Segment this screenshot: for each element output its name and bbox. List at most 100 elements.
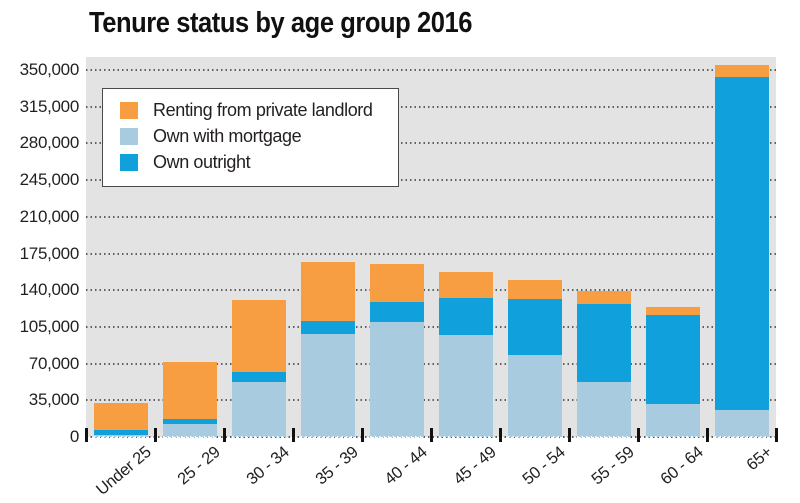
gridline <box>86 179 776 182</box>
bar-segment-outright[interactable] <box>576 304 631 382</box>
chart-title: Tenure status by age group 2016 <box>89 7 472 39</box>
bar-65+[interactable] <box>714 65 769 438</box>
legend-label: Own outright <box>153 151 251 172</box>
legend: Renting from private landlord Own with m… <box>102 88 399 187</box>
bar-segment-mortgage[interactable] <box>576 382 631 437</box>
bar-segment-renting[interactable] <box>93 403 148 430</box>
x-axis-tick-mark <box>567 428 571 442</box>
bar-baseline-dots <box>300 436 355 438</box>
x-axis-tick-mark <box>222 428 226 442</box>
bar-segment-renting[interactable] <box>231 300 286 372</box>
x-axis-tick-mark <box>774 428 778 442</box>
x-axis-tick-label: 45 - 49 <box>449 443 500 489</box>
bar-segment-mortgage[interactable] <box>645 404 700 437</box>
bar-segment-outright[interactable] <box>93 430 148 435</box>
legend-item-renting: Renting from private landlord <box>120 99 373 120</box>
gridline <box>86 252 776 255</box>
y-axis-tick-label: 350,000 <box>19 60 80 79</box>
y-axis-tick-label: 105,000 <box>19 316 80 336</box>
bar-baseline-dots <box>369 436 424 438</box>
bar-segment-outright[interactable] <box>162 419 217 424</box>
bar-segment-renting[interactable] <box>300 262 355 321</box>
y-axis-tick-label: 315,000 <box>19 96 80 116</box>
bar-segment-mortgage[interactable] <box>438 335 493 437</box>
y-axis-tick-label: 0 <box>69 427 79 446</box>
x-axis-tick-mark <box>705 428 709 442</box>
x-axis-tick-label: 25 - 29 <box>173 443 224 489</box>
gridline <box>86 399 776 402</box>
gridline <box>86 215 776 218</box>
gridline <box>86 69 776 71</box>
y-axis-tick-label: 35,000 <box>28 390 80 410</box>
legend-item-mortgage: Own with mortgage <box>120 125 302 146</box>
x-axis-tick-label: 50 - 54 <box>518 443 569 489</box>
bar-segment-outright[interactable] <box>645 315 700 404</box>
renting-swatch-icon <box>120 101 138 119</box>
y-axis-tick-label: 280,000 <box>19 133 80 153</box>
bar-segment-outright[interactable] <box>438 298 493 335</box>
bar-55-59[interactable] <box>576 291 631 438</box>
x-axis-tick-mark <box>291 428 295 442</box>
gridline <box>86 325 776 328</box>
bar-40-44[interactable] <box>369 264 424 438</box>
bar-baseline-dots <box>93 436 148 438</box>
gridline <box>86 142 776 145</box>
bar-25-29[interactable] <box>162 362 217 438</box>
bar-segment-mortgage[interactable] <box>300 334 355 437</box>
bar-60-64[interactable] <box>645 307 700 438</box>
bar-segment-outright[interactable] <box>714 77 769 410</box>
bar-segment-mortgage[interactable] <box>231 382 286 437</box>
bar-35-39[interactable] <box>300 262 355 438</box>
bar-30-34[interactable] <box>231 300 286 438</box>
legend-label: Own with mortgage <box>153 125 302 146</box>
bar-baseline-dots <box>162 436 217 438</box>
y-axis-tick-label: 175,000 <box>19 243 80 263</box>
bar-segment-outright[interactable] <box>369 302 424 322</box>
bar-segment-renting[interactable] <box>438 272 493 298</box>
x-axis-tick-label: 60 - 64 <box>656 443 707 489</box>
bar-segment-renting[interactable] <box>714 65 769 77</box>
x-axis-tick-mark <box>636 428 640 442</box>
bar-baseline-dots <box>714 436 769 438</box>
x-axis-tick-mark <box>84 428 88 442</box>
bar-segment-mortgage[interactable] <box>369 322 424 437</box>
y-axis-tick-label: 70,000 <box>28 353 80 373</box>
x-axis-tick-label: Under 25 <box>92 443 155 499</box>
bar-50-54[interactable] <box>507 280 562 438</box>
y-axis-tick-label: 210,000 <box>19 206 80 226</box>
x-axis-tick-mark <box>429 428 433 442</box>
bar-segment-renting[interactable] <box>576 291 631 304</box>
bar-under25[interactable] <box>93 403 148 438</box>
x-axis-tick-label: 40 - 44 <box>380 443 431 489</box>
bar-baseline-dots <box>231 436 286 438</box>
y-axis-tick-label: 245,000 <box>19 170 80 190</box>
bar-baseline-dots <box>438 436 493 438</box>
bar-segment-mortgage[interactable] <box>714 410 769 437</box>
legend-item-outright: Own outright <box>120 151 251 172</box>
x-axis-tick-mark <box>153 428 157 442</box>
bar-segment-renting[interactable] <box>162 362 217 419</box>
gridline <box>86 289 776 292</box>
bar-segment-renting[interactable] <box>507 280 562 299</box>
x-axis-tick-label: 55 - 59 <box>587 443 638 489</box>
plot-area <box>84 57 778 442</box>
bar-segment-outright[interactable] <box>300 321 355 334</box>
bar-segment-outright[interactable] <box>231 372 286 382</box>
bar-segment-renting[interactable] <box>369 264 424 302</box>
x-axis-tick-mark <box>360 428 364 442</box>
gridline <box>86 105 776 108</box>
bar-segment-renting[interactable] <box>645 307 700 315</box>
bar-segment-outright[interactable] <box>507 299 562 355</box>
outright-swatch-icon <box>120 153 138 171</box>
bar-segment-mortgage[interactable] <box>507 355 562 437</box>
gridline <box>86 362 776 365</box>
bar-45-49[interactable] <box>438 272 493 438</box>
y-axis-tick-label: 140,000 <box>19 280 80 300</box>
bar-baseline-dots <box>507 436 562 438</box>
legend-label: Renting from private landlord <box>153 99 373 120</box>
x-axis-tick-label: 65+ <box>742 443 776 475</box>
bar-segment-mortgage[interactable] <box>162 424 217 437</box>
bar-baseline-dots <box>645 436 700 438</box>
x-axis-tick-label: 35 - 39 <box>311 443 362 489</box>
